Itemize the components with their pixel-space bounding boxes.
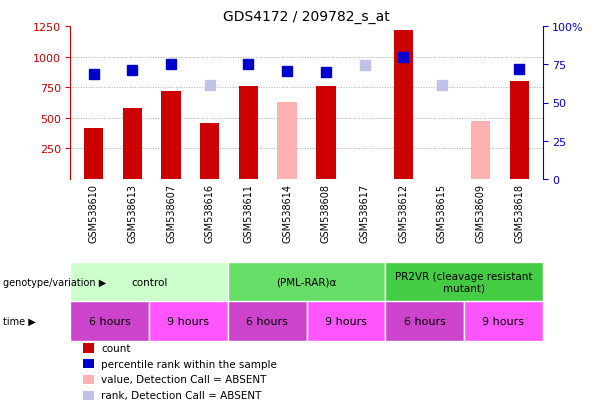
Text: rank, Detection Call = ABSENT: rank, Detection Call = ABSENT	[101, 390, 262, 400]
Bar	[385, 262, 543, 301]
Text: GSM538607: GSM538607	[166, 184, 176, 243]
Text: 9 hours: 9 hours	[482, 316, 524, 326]
Text: 6 hours: 6 hours	[246, 316, 288, 326]
Text: GSM538611: GSM538611	[243, 184, 253, 243]
Text: (PML-RAR)α: (PML-RAR)α	[276, 277, 337, 287]
Text: GSM538614: GSM538614	[282, 184, 292, 243]
Text: 6 hours: 6 hours	[89, 316, 131, 326]
Bar	[239, 87, 258, 180]
Text: time ▶: time ▶	[3, 316, 36, 326]
Text: GSM538616: GSM538616	[205, 184, 215, 243]
Text: GSM538610: GSM538610	[89, 184, 99, 243]
Text: GSM538608: GSM538608	[321, 184, 331, 243]
Bar	[70, 301, 149, 341]
Text: value, Detection Call = ABSENT: value, Detection Call = ABSENT	[101, 375, 267, 385]
Bar	[306, 301, 385, 341]
Text: GSM538612: GSM538612	[398, 184, 408, 243]
Bar	[316, 87, 335, 180]
Title: GDS4172 / 209782_s_at: GDS4172 / 209782_s_at	[223, 10, 390, 24]
Bar	[70, 262, 228, 301]
Text: control: control	[131, 277, 167, 287]
Text: GSM538613: GSM538613	[128, 184, 137, 243]
Bar	[464, 301, 543, 341]
Text: count: count	[101, 343, 131, 353]
Bar	[84, 128, 104, 180]
Text: 9 hours: 9 hours	[325, 316, 367, 326]
Bar	[161, 92, 181, 180]
Bar	[200, 123, 219, 180]
Bar	[228, 301, 306, 341]
Bar	[278, 103, 297, 180]
Text: GSM538618: GSM538618	[514, 184, 524, 243]
Bar	[394, 31, 413, 180]
Text: PR2VR (cleavage resistant
mutant): PR2VR (cleavage resistant mutant)	[395, 271, 533, 293]
Bar	[278, 105, 297, 180]
Bar	[385, 301, 464, 341]
Text: percentile rank within the sample: percentile rank within the sample	[101, 359, 277, 369]
Text: 9 hours: 9 hours	[167, 316, 210, 326]
Bar	[471, 122, 490, 180]
Text: genotype/variation ▶: genotype/variation ▶	[3, 277, 106, 287]
Text: GSM538617: GSM538617	[360, 184, 370, 243]
Bar	[149, 301, 228, 341]
Bar	[509, 82, 529, 180]
Text: GSM538615: GSM538615	[437, 184, 447, 243]
Text: GSM538609: GSM538609	[476, 184, 485, 243]
Bar	[228, 262, 385, 301]
Text: 6 hours: 6 hours	[403, 316, 446, 326]
Bar	[123, 109, 142, 180]
